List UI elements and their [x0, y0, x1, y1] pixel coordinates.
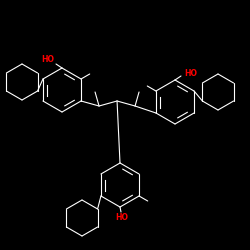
- Text: HO: HO: [184, 70, 198, 78]
- Text: HO: HO: [116, 212, 128, 222]
- Text: HO: HO: [42, 56, 54, 64]
